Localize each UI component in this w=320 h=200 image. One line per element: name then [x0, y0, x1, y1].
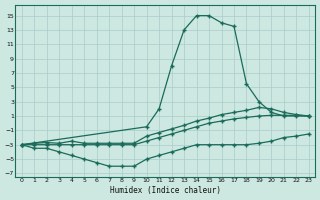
X-axis label: Humidex (Indice chaleur): Humidex (Indice chaleur): [110, 186, 221, 195]
